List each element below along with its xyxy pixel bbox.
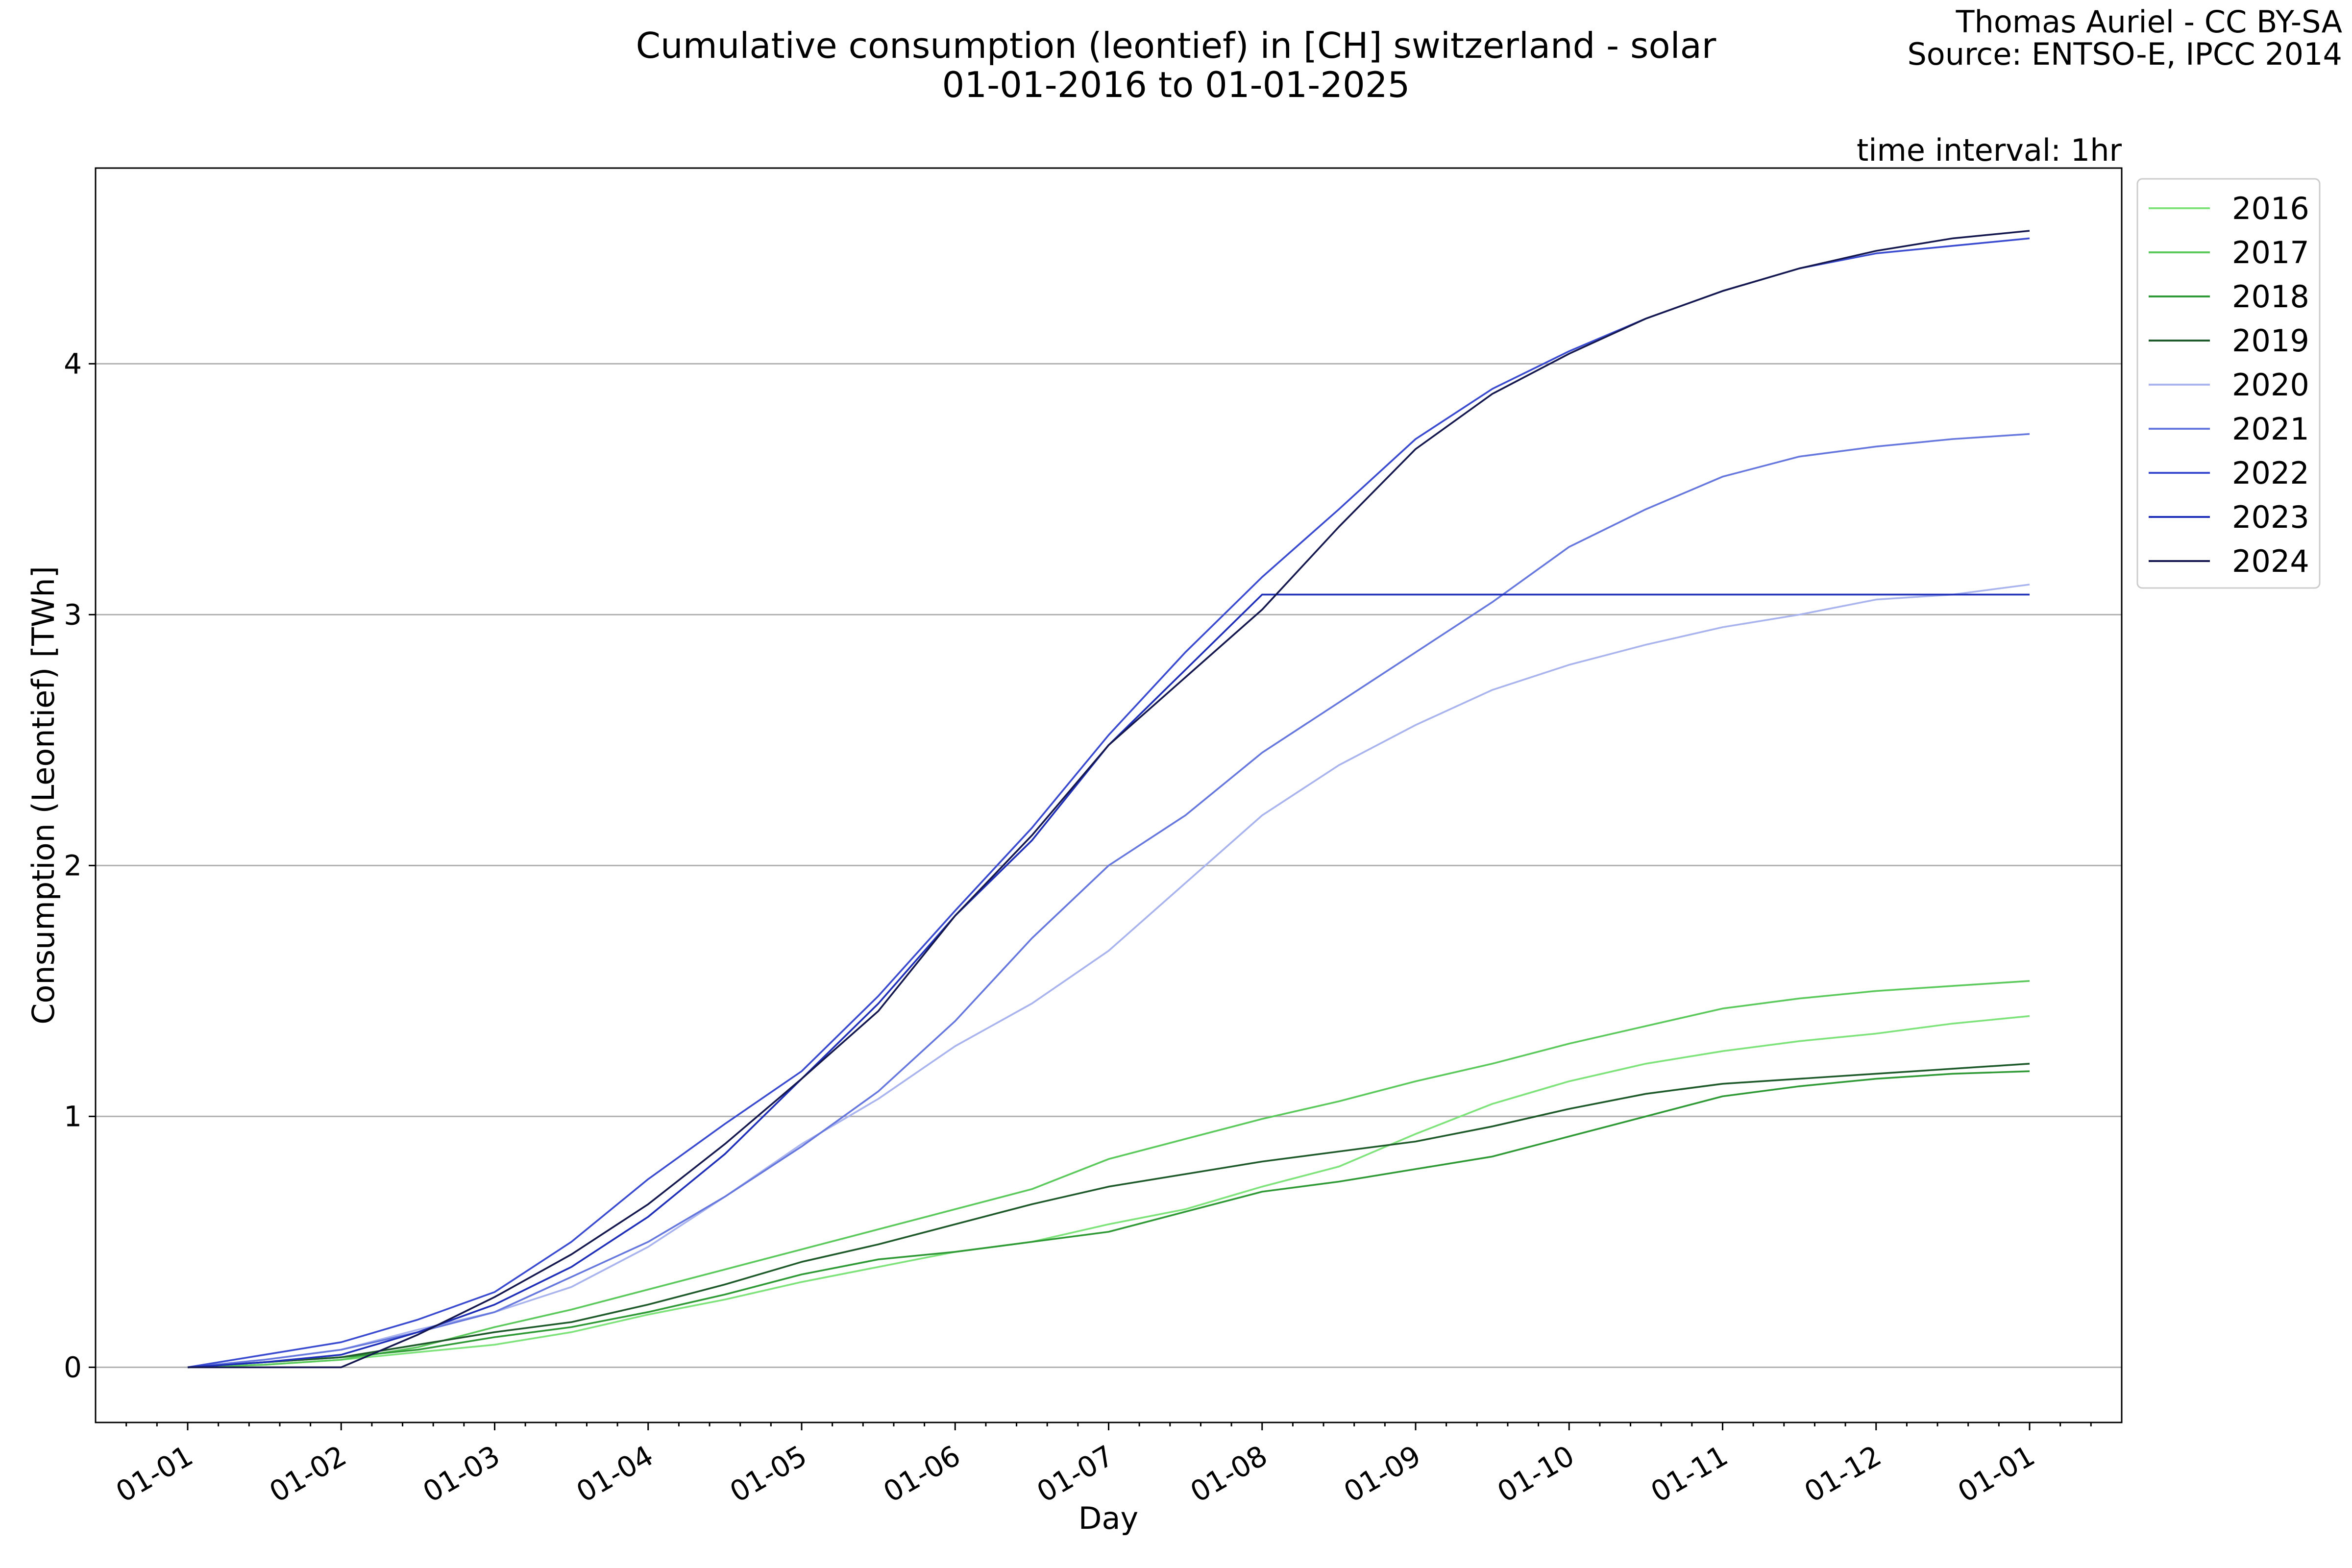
legend-label-2022: 2022 [2232,455,2309,491]
chart-subtitle: 01-01-2016 to 01-01-2025 [942,64,1410,105]
y-tick-label-4: 4 [64,347,82,380]
series-line-2016 [187,1015,2030,1369]
legend-label-2021: 2021 [2232,411,2309,447]
x-tick-label-10: 01-11 [1645,1439,1734,1509]
x-tick-label-9: 01-10 [1492,1439,1580,1509]
x-tick-label-2: 01-03 [417,1439,506,1509]
series-line-2019 [187,1063,2030,1369]
y-tick-label-2: 2 [64,849,82,882]
series-line-2018 [187,1070,2030,1369]
legend-label-2020: 2020 [2232,367,2309,403]
x-axis-label: Day [1078,1500,1138,1536]
x-tick-label-12: 01-01 [1952,1439,2040,1509]
legend-label-2017: 2017 [2232,235,2309,270]
series-line-2022 [187,237,2030,1369]
y-tick-label-0: 0 [64,1350,82,1384]
legend-box [2136,178,2321,589]
x-axis: 01-01 01-02 01-03 01-04 01-05 01-06 01-07 01-08… [110,1422,2092,1509]
plot-area-frame [95,167,2123,1423]
legend-label-2016: 2016 [2232,191,2309,226]
x-tick-label-4: 01-05 [724,1439,812,1509]
x-tick-label-8: 01-09 [1338,1439,1426,1509]
y-axis: 0 1 2 3 4 [64,347,96,1384]
x-tick-label-3: 01-04 [571,1439,659,1509]
x-tick-label-11: 01-12 [1799,1439,1887,1509]
y-axis-label: Consumption (Leontief) [TWh] [25,566,61,1025]
legend-label-2023: 2023 [2232,499,2309,535]
chart-title: Cumulative consumption (leontief) in [CH… [636,25,1716,66]
y-tick-label-3: 3 [64,598,82,631]
series-line-2021 [187,433,2030,1369]
series-line-2020 [187,584,2030,1369]
time-interval-label: time interval: 1hr [1857,132,2122,168]
credit-author: Thomas Auriel - CC BY-SA [1956,4,2342,40]
legend: 2016 2017 2018 2019 2020 2021 2022 2023 2024 [2136,178,2321,589]
credit-source: Source: ENTSO-E, IPCC 2014 [1907,36,2342,72]
x-tick-label-7: 01-08 [1185,1439,1273,1509]
series-lines [187,230,2030,1369]
x-tick-label-5: 01-06 [878,1439,966,1509]
x-tick-label-0: 01-01 [110,1439,198,1509]
legend-label-2024: 2024 [2232,543,2309,579]
series-line-2024 [188,230,2030,1369]
x-tick-label-1: 01-02 [264,1439,352,1509]
x-tick-label-6: 01-07 [1031,1439,1120,1509]
y-tick-label-1: 1 [64,1100,82,1133]
series-line-2023 [187,593,2030,1369]
legend-label-2018: 2018 [2232,279,2309,315]
series-line-2017 [187,980,2030,1369]
legend-label-2019: 2019 [2232,323,2309,359]
